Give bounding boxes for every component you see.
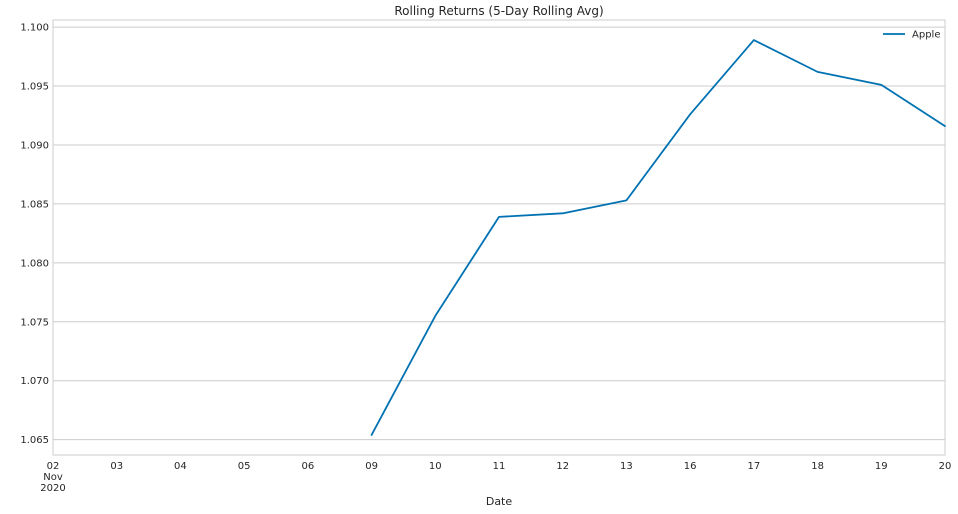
y-tick-label: 1.085 [20,199,49,210]
y-tick-label: 1.090 [20,140,49,151]
y-tick-label: 1.080 [20,258,49,269]
chart-title: Rolling Returns (5-Day Rolling Avg) [394,4,603,18]
x-tick-label-year: 2020 [40,483,65,494]
gridlines [53,26,945,441]
x-tick-label: 16 [684,461,697,472]
x-tick-label: 20 [939,461,952,472]
x-tick-label: 04 [174,461,187,472]
x-tick-label: 12 [556,461,569,472]
series-line-apple [370,39,946,436]
x-tick-label: 05 [238,461,251,472]
y-tick-label: 1.075 [20,317,49,328]
x-axis-label: Date [486,495,513,508]
y-tick-label: 1.095 [20,82,49,93]
y-tick-label: 1.070 [20,376,49,387]
x-tick-label: 03 [110,461,123,472]
x-tick-label: 18 [811,461,824,472]
x-tick-label: 11 [493,461,506,472]
x-tick-label: 06 [301,461,314,472]
x-tick-label: 19 [875,461,888,472]
legend-label: Apple [912,30,940,41]
x-tick-label: 17 [747,461,760,472]
plot-area [53,20,945,455]
legend: Apple [883,30,940,41]
x-tick-label: 10 [429,461,442,472]
x-tick-label-month: Nov [43,472,63,483]
y-axis-ticks: 1.065 1.070 1.075 1.080 1.085 1.090 1.095 1.100 [20,23,49,447]
series-group [370,39,946,436]
x-tick-label: 13 [620,461,633,472]
plot-frame [52,19,946,456]
x-tick-label: 02 [47,461,60,472]
y-tick-label: 1.100 [20,23,49,34]
x-tick-label: 09 [365,461,378,472]
y-tick-label: 1.065 [20,435,49,446]
